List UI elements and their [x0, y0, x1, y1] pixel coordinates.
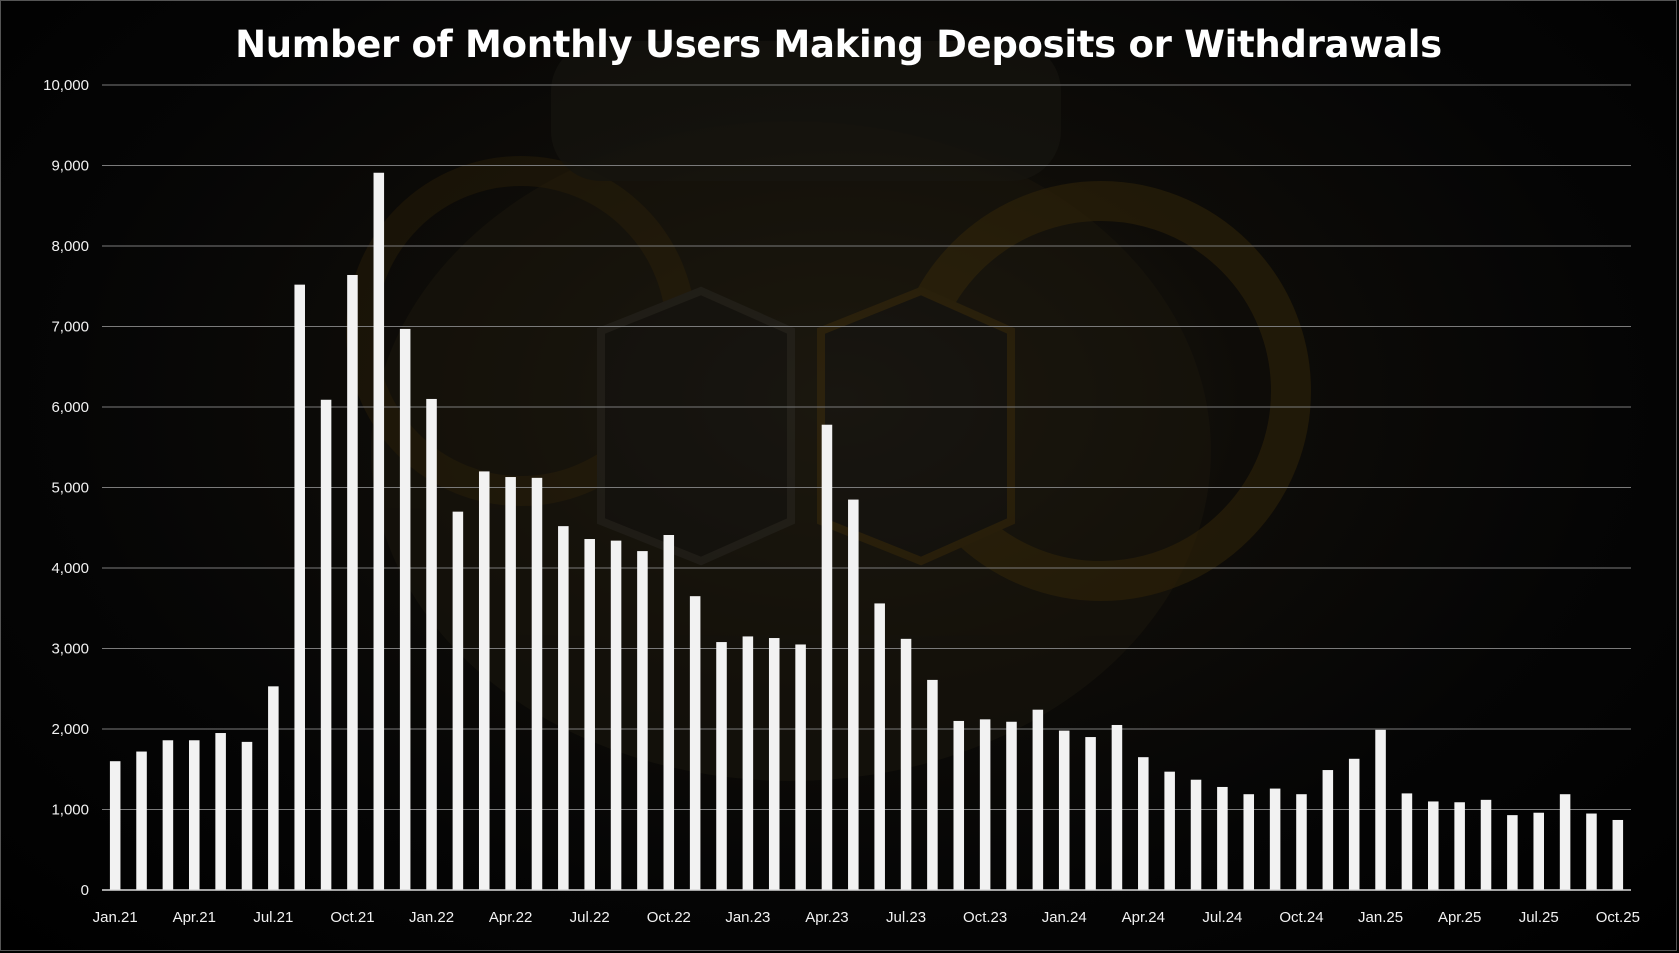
- x-axis-ticks: Jan.21 Apr.21 Jul.21 Oct.21 Jan.22 Apr.22 Jul.…: [93, 909, 1640, 926]
- bar-feb-22: [452, 511, 464, 890]
- x-tick-label: Jan.23: [725, 909, 770, 926]
- y-tick-label: 2,000: [51, 721, 89, 738]
- bar-aug-21: [294, 284, 305, 890]
- x-tick-label: Apr.23: [805, 909, 848, 926]
- bar-feb-24: [1085, 737, 1096, 890]
- bar-may-24: [1164, 771, 1175, 890]
- x-tick-label: Jul.21: [253, 909, 293, 926]
- bar-jun-25: [1507, 815, 1518, 890]
- bar-nov-21: [373, 172, 385, 890]
- y-tick-label: 5,000: [51, 480, 89, 497]
- x-tick-label: Apr.22: [489, 909, 532, 926]
- bar-nov-24: [1322, 770, 1334, 890]
- bar-dec-21: [399, 328, 411, 890]
- x-tick-label: Jul.25: [1519, 909, 1559, 926]
- bar-apr-21: [188, 740, 200, 890]
- y-tick-label: 4,000: [51, 560, 89, 577]
- bar-jan-24: [1058, 730, 1070, 890]
- bar-oct-22: [663, 534, 675, 890]
- bar-feb-25: [1401, 793, 1413, 890]
- bar-may-21: [215, 733, 226, 890]
- bar-feb-21: [136, 751, 147, 890]
- chart-title: Number of Monthly Users Making Deposits …: [235, 23, 1442, 66]
- bar-mar-22: [478, 471, 490, 890]
- bar-aug-22: [610, 540, 622, 890]
- bar-may-23: [848, 499, 859, 890]
- y-tick-label: 6,000: [51, 399, 89, 416]
- bar-jul-23: [900, 638, 912, 890]
- bar-jun-23: [874, 603, 885, 890]
- bar-jun-21: [241, 741, 253, 890]
- bar-jul-24: [1217, 786, 1228, 890]
- bar-jun-24: [1190, 779, 1202, 890]
- bar-jan-22: [426, 398, 437, 890]
- bar-apr-24: [1138, 757, 1149, 890]
- x-tick-label: Oct.24: [1279, 909, 1323, 926]
- bar-jun-22: [558, 526, 569, 890]
- y-tick-label: 9,000: [51, 158, 89, 175]
- bar-apr-22: [505, 477, 516, 890]
- x-tick-label: Jul.22: [570, 909, 610, 926]
- bar-dec-22: [716, 642, 727, 890]
- bar-jul-21: [268, 686, 279, 890]
- bar-nov-22: [689, 596, 701, 890]
- x-tick-label: Jan.24: [1042, 909, 1087, 926]
- bar-mar-21: [162, 740, 174, 890]
- bar-jan-25: [1375, 729, 1386, 890]
- x-tick-label: Oct.23: [963, 909, 1007, 926]
- x-tick-label: Oct.25: [1596, 909, 1640, 926]
- bar-sep-22: [637, 551, 648, 890]
- bar-feb-23: [768, 638, 780, 890]
- bar-aug-25: [1559, 794, 1571, 890]
- bar-sep-23: [953, 720, 965, 890]
- bar-oct-23: [979, 719, 991, 890]
- bar-oct-24: [1296, 794, 1307, 890]
- y-tick-label: 7,000: [51, 319, 89, 336]
- x-tick-label: Jan.25: [1358, 909, 1403, 926]
- bar-jul-22: [584, 539, 595, 890]
- bar-aug-23: [927, 679, 938, 890]
- bar-may-22: [531, 477, 543, 890]
- y-tick-label: 3,000: [51, 641, 89, 658]
- bar-jul-25: [1533, 812, 1545, 890]
- bar-oct-21: [347, 274, 358, 891]
- bar-apr-23: [821, 424, 833, 890]
- bar-aug-24: [1243, 794, 1255, 890]
- x-tick-label: Apr.25: [1438, 909, 1481, 926]
- x-tick-label: Oct.22: [647, 909, 691, 926]
- x-tick-label: Oct.21: [330, 909, 374, 926]
- bar-may-25: [1480, 799, 1492, 890]
- bar-sep-24: [1269, 788, 1281, 890]
- y-tick-label: 0: [81, 882, 89, 899]
- bar-sep-25: [1586, 813, 1597, 890]
- x-tick-label: Apr.24: [1122, 909, 1165, 926]
- bar-jan-21: [109, 761, 121, 890]
- bar-mar-25: [1428, 801, 1439, 890]
- y-tick-label: 10,000: [43, 77, 89, 94]
- x-tick-label: Apr.21: [173, 909, 216, 926]
- x-tick-label: Jul.23: [886, 909, 926, 926]
- y-tick-label: 1,000: [51, 802, 89, 819]
- bar-mar-24: [1111, 724, 1123, 890]
- x-tick-label: Jan.21: [93, 909, 138, 926]
- bar-sep-21: [320, 399, 332, 890]
- bar-dec-24: [1348, 758, 1360, 890]
- bar-mar-23: [795, 644, 806, 890]
- x-tick-label: Jul.24: [1202, 909, 1242, 926]
- bar-dec-23: [1032, 709, 1044, 890]
- x-tick-label: Jan.22: [409, 909, 454, 926]
- bars: [109, 172, 1624, 891]
- y-axis-ticks: 0 1,000 2,000 3,000 4,000 5,000 6,000 7,000 8,00…: [43, 77, 89, 899]
- bar-oct-25: [1612, 819, 1624, 890]
- bar-apr-25: [1454, 802, 1465, 890]
- bar-jan-23: [742, 636, 754, 890]
- y-tick-label: 8,000: [51, 238, 89, 255]
- bar-nov-23: [1006, 721, 1017, 890]
